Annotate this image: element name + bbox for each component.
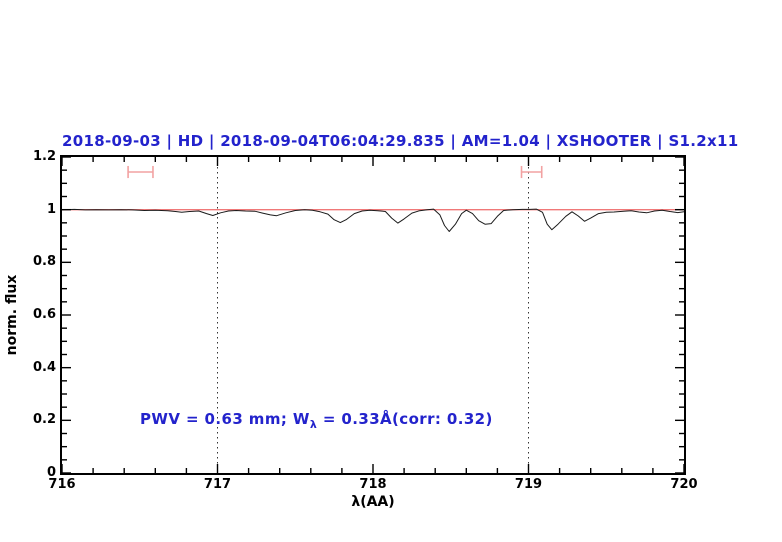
y-tick-label: 1 — [46, 201, 56, 217]
y-axis-title: norm. flux — [4, 274, 20, 356]
x-tick-label: 720 — [670, 477, 698, 492]
plot-frame — [60, 155, 686, 475]
x-tick-label: 716 — [48, 477, 76, 492]
y-tick-label: 0.6 — [32, 307, 56, 322]
pwv-annotation: PWV = 0.63 mm; Wλ = 0.33Å(corr: 0.32) — [140, 410, 493, 431]
spectrum-plot-canvas — [62, 157, 684, 473]
plot-title: 2018-09-03 | HD | 2018-09-04T06:04:29.83… — [62, 132, 739, 150]
spectrum-line — [62, 208, 684, 232]
y-tick-label: 1.2 — [32, 149, 56, 164]
x-tick-label: 717 — [203, 477, 232, 492]
y-tick-label: 0.2 — [32, 412, 56, 428]
pwv-annotation-text: PWV = 0.63 mm; W — [140, 410, 310, 428]
pwv-annotation-subscript: λ — [309, 418, 318, 431]
y-tick-label: 0.8 — [32, 254, 56, 270]
x-tick-label: 718 — [359, 477, 387, 492]
x-axis-title: λ(AA) — [351, 494, 395, 510]
x-tick-label: 719 — [514, 477, 543, 492]
y-tick-label: 0 — [46, 465, 56, 480]
pwv-annotation-tail: = 0.33Å(corr: 0.32) — [317, 410, 493, 428]
y-tick-label: 0.4 — [32, 359, 56, 375]
